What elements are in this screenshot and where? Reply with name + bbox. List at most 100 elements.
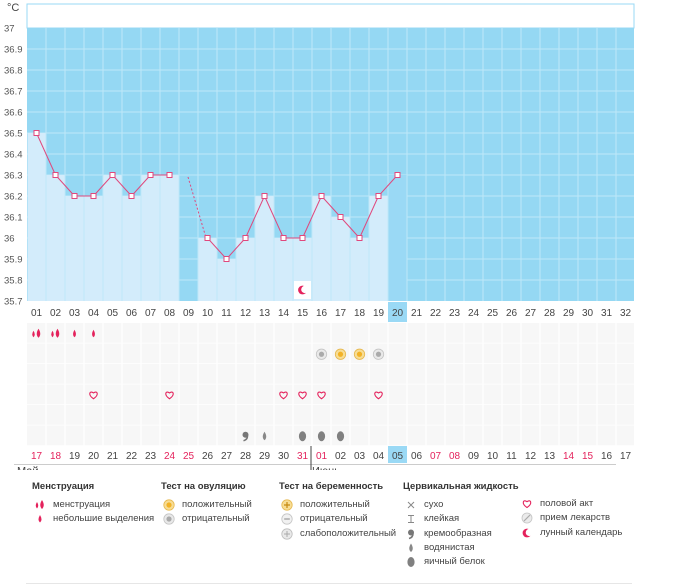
- legend-item: слабоположительный: [279, 527, 396, 541]
- egg-white-icon: [407, 557, 415, 568]
- calendar-date: 27: [221, 451, 233, 462]
- temperature-point: [90, 193, 97, 199]
- cycle-day-label: 29: [563, 308, 575, 319]
- ovulation-positive-icon: [334, 348, 347, 360]
- temperature-point: [375, 193, 382, 199]
- cycle-day-label: 04: [88, 308, 100, 319]
- legend-item: положительный: [161, 498, 252, 512]
- cycle-day-label: 01: [31, 308, 43, 319]
- cycle-day-label: 10: [202, 308, 214, 319]
- legend-item: отрицательный: [279, 512, 396, 526]
- temperature-point: [71, 193, 78, 199]
- chart-top-band: [26, 3, 635, 29]
- y-tick-label: 35.9: [4, 255, 23, 266]
- legend-label: отрицательный: [300, 513, 368, 525]
- ovulation-positive-icon: [163, 499, 175, 511]
- y-tick-label: 36.7: [4, 87, 23, 98]
- legend-item: менструация: [32, 498, 154, 512]
- calendar-date-weekend: 07: [430, 451, 442, 462]
- legend-label: сухо: [424, 499, 444, 510]
- cycle-day-label: 31: [601, 308, 613, 319]
- legend-label: лунный календарь: [540, 526, 623, 538]
- calendar-date-weekend: 01: [316, 451, 328, 462]
- calendar-date-weekend: 18: [50, 451, 62, 462]
- temperature-line-segment: [55, 174, 75, 197]
- pregnancy-positive-icon: [281, 499, 293, 511]
- legend-label: половой акт: [540, 498, 594, 509]
- pregnancy-negative-icon: [281, 513, 293, 525]
- calendar-date: 17: [620, 451, 632, 462]
- cycle-day-label: 03: [69, 308, 81, 319]
- temperature-line-segment: [359, 195, 379, 239]
- temperature-bar: [331, 217, 350, 301]
- cycle-day-label: 08: [164, 308, 176, 319]
- temperature-line-segment: [131, 174, 151, 197]
- calendar-date: 11: [506, 451, 517, 462]
- cycle-day-label: 32: [620, 308, 632, 319]
- y-tick-label: 36.2: [4, 192, 23, 203]
- temperature-point: [33, 130, 40, 136]
- y-tick-label: 36: [4, 234, 15, 245]
- ovulation-negative-icon: [163, 513, 175, 525]
- legend-label: кремообразная: [424, 527, 492, 539]
- calendar-date-weekend: 15: [582, 451, 594, 462]
- legend-title: Тест на беременность: [279, 481, 384, 492]
- temperature-point: [394, 172, 401, 178]
- temperature-bar: [141, 175, 160, 301]
- legend-label: положительный: [182, 499, 252, 510]
- unit-label: °C: [7, 2, 19, 14]
- calendar-date: 20: [88, 451, 100, 462]
- temperature-point: [356, 235, 363, 241]
- cycle-day-label: 07: [145, 308, 157, 319]
- y-tick-label: 36.6: [4, 108, 23, 119]
- cycle-day-label: 20: [392, 308, 404, 319]
- light-spotting-icon: [73, 329, 76, 338]
- egg-white-icon: [336, 431, 345, 442]
- ovulation-negative-icon: [315, 348, 328, 360]
- cycle-day-label: 22: [430, 308, 442, 319]
- legend-title: Менструация: [32, 481, 95, 492]
- ovulation-positive-icon: [353, 348, 366, 360]
- temperature-bar: [198, 238, 217, 301]
- legend-item: небольшие выделения: [32, 512, 154, 526]
- temperature-bar: [388, 175, 407, 301]
- calendar-date-weekend: 25: [183, 451, 195, 462]
- egg-white-icon: [317, 431, 326, 442]
- temperature-line-segment: [264, 195, 284, 239]
- pregnancy-negative-icon: [281, 513, 293, 525]
- legend-item: клейкая: [403, 512, 519, 526]
- date-highlight: [388, 446, 407, 463]
- calendar-date: 26: [202, 451, 214, 462]
- temperature-point: [128, 193, 135, 199]
- light-spotting-icon: [38, 515, 42, 523]
- cycle-day-label: 14: [278, 308, 290, 319]
- y-tick-label: 36.9: [4, 45, 23, 56]
- bottom-divider: [26, 583, 632, 584]
- temperature-bar: [122, 196, 141, 301]
- cycle-day-label: 06: [126, 308, 138, 319]
- temperature-bar: [312, 196, 331, 301]
- heart-icon: [522, 500, 532, 509]
- calendar-date: 19: [69, 451, 81, 462]
- temperature-bar: [65, 196, 84, 301]
- heart-icon: [165, 391, 174, 400]
- cycle-day-label: 12: [240, 308, 252, 319]
- cycle-day-label: 21: [411, 308, 423, 319]
- cycle-day-label: 30: [582, 308, 594, 319]
- legend-label: положительный: [300, 499, 370, 510]
- temperature-line-segment: [112, 174, 132, 197]
- legend-item: лунный календарь: [519, 526, 622, 540]
- y-tick-label: 35.8: [4, 276, 23, 287]
- temperature-point: [166, 172, 173, 178]
- cycle-day-label: 27: [525, 308, 537, 319]
- temperature-point: [299, 235, 306, 241]
- heart-icon: [522, 500, 532, 509]
- cycle-day-label: 23: [449, 308, 461, 319]
- cycle-day-label: 18: [354, 308, 366, 319]
- legend-menstruation: Менструация менструация небольшие выделе…: [32, 481, 154, 527]
- ovulation-positive-icon: [163, 499, 175, 511]
- calendar-date: 29: [259, 451, 271, 462]
- calendar-date: 05: [392, 451, 404, 462]
- temperature-bar: [369, 196, 388, 301]
- heart-icon: [298, 391, 307, 400]
